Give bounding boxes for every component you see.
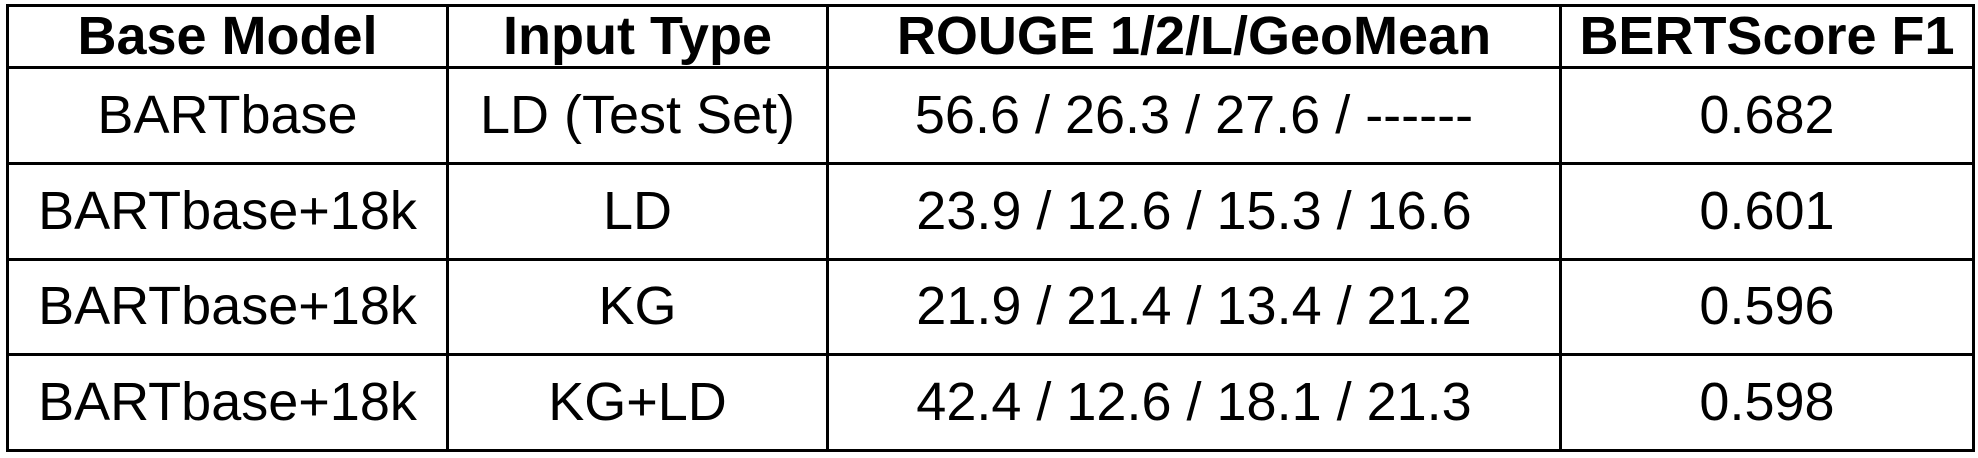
header-base-model: Base Model — [6, 3, 449, 70]
header-rouge: ROUGE 1/2/L/GeoMean — [826, 3, 1562, 70]
cell-rouge: 23.9 / 12.6 / 15.3 / 16.6 — [826, 162, 1562, 261]
cell-rouge: 42.4 / 12.6 / 18.1 / 21.3 — [826, 353, 1562, 452]
cell-base-model: BARTbase+18k — [6, 162, 449, 261]
results-table-container: Base Model Input Type ROUGE 1/2/L/GeoMea… — [6, 3, 1975, 452]
cell-rouge: 21.9 / 21.4 / 13.4 / 21.2 — [826, 257, 1562, 357]
cell-rouge: 56.6 / 26.3 / 27.6 / ------ — [826, 66, 1562, 166]
header-input-type: Input Type — [446, 3, 829, 70]
cell-input-type: KG+LD — [446, 353, 829, 452]
cell-base-model: BARTbase — [6, 66, 449, 166]
table-header-row: Base Model Input Type ROUGE 1/2/L/GeoMea… — [6, 3, 1975, 70]
cell-input-type: LD — [446, 162, 829, 261]
cell-base-model: BARTbase+18k — [6, 353, 449, 452]
cell-input-type: LD (Test Set) — [446, 66, 829, 166]
header-bertscore: BERTScore F1 — [1559, 3, 1975, 70]
cell-bertscore: 0.598 — [1559, 353, 1975, 452]
table-row: BARTbase+18k KG 21.9 / 21.4 / 13.4 / 21.… — [6, 257, 1975, 357]
table-row: BARTbase+18k LD 23.9 / 12.6 / 15.3 / 16.… — [6, 162, 1975, 261]
cell-base-model: BARTbase+18k — [6, 257, 449, 357]
results-table: Base Model Input Type ROUGE 1/2/L/GeoMea… — [6, 3, 1975, 452]
cell-bertscore: 0.682 — [1559, 66, 1975, 166]
cell-bertscore: 0.601 — [1559, 162, 1975, 261]
cell-input-type: KG — [446, 257, 829, 357]
table-row: BARTbase+18k KG+LD 42.4 / 12.6 / 18.1 / … — [6, 353, 1975, 452]
table-row: BARTbase LD (Test Set) 56.6 / 26.3 / 27.… — [6, 66, 1975, 166]
cell-bertscore: 0.596 — [1559, 257, 1975, 357]
